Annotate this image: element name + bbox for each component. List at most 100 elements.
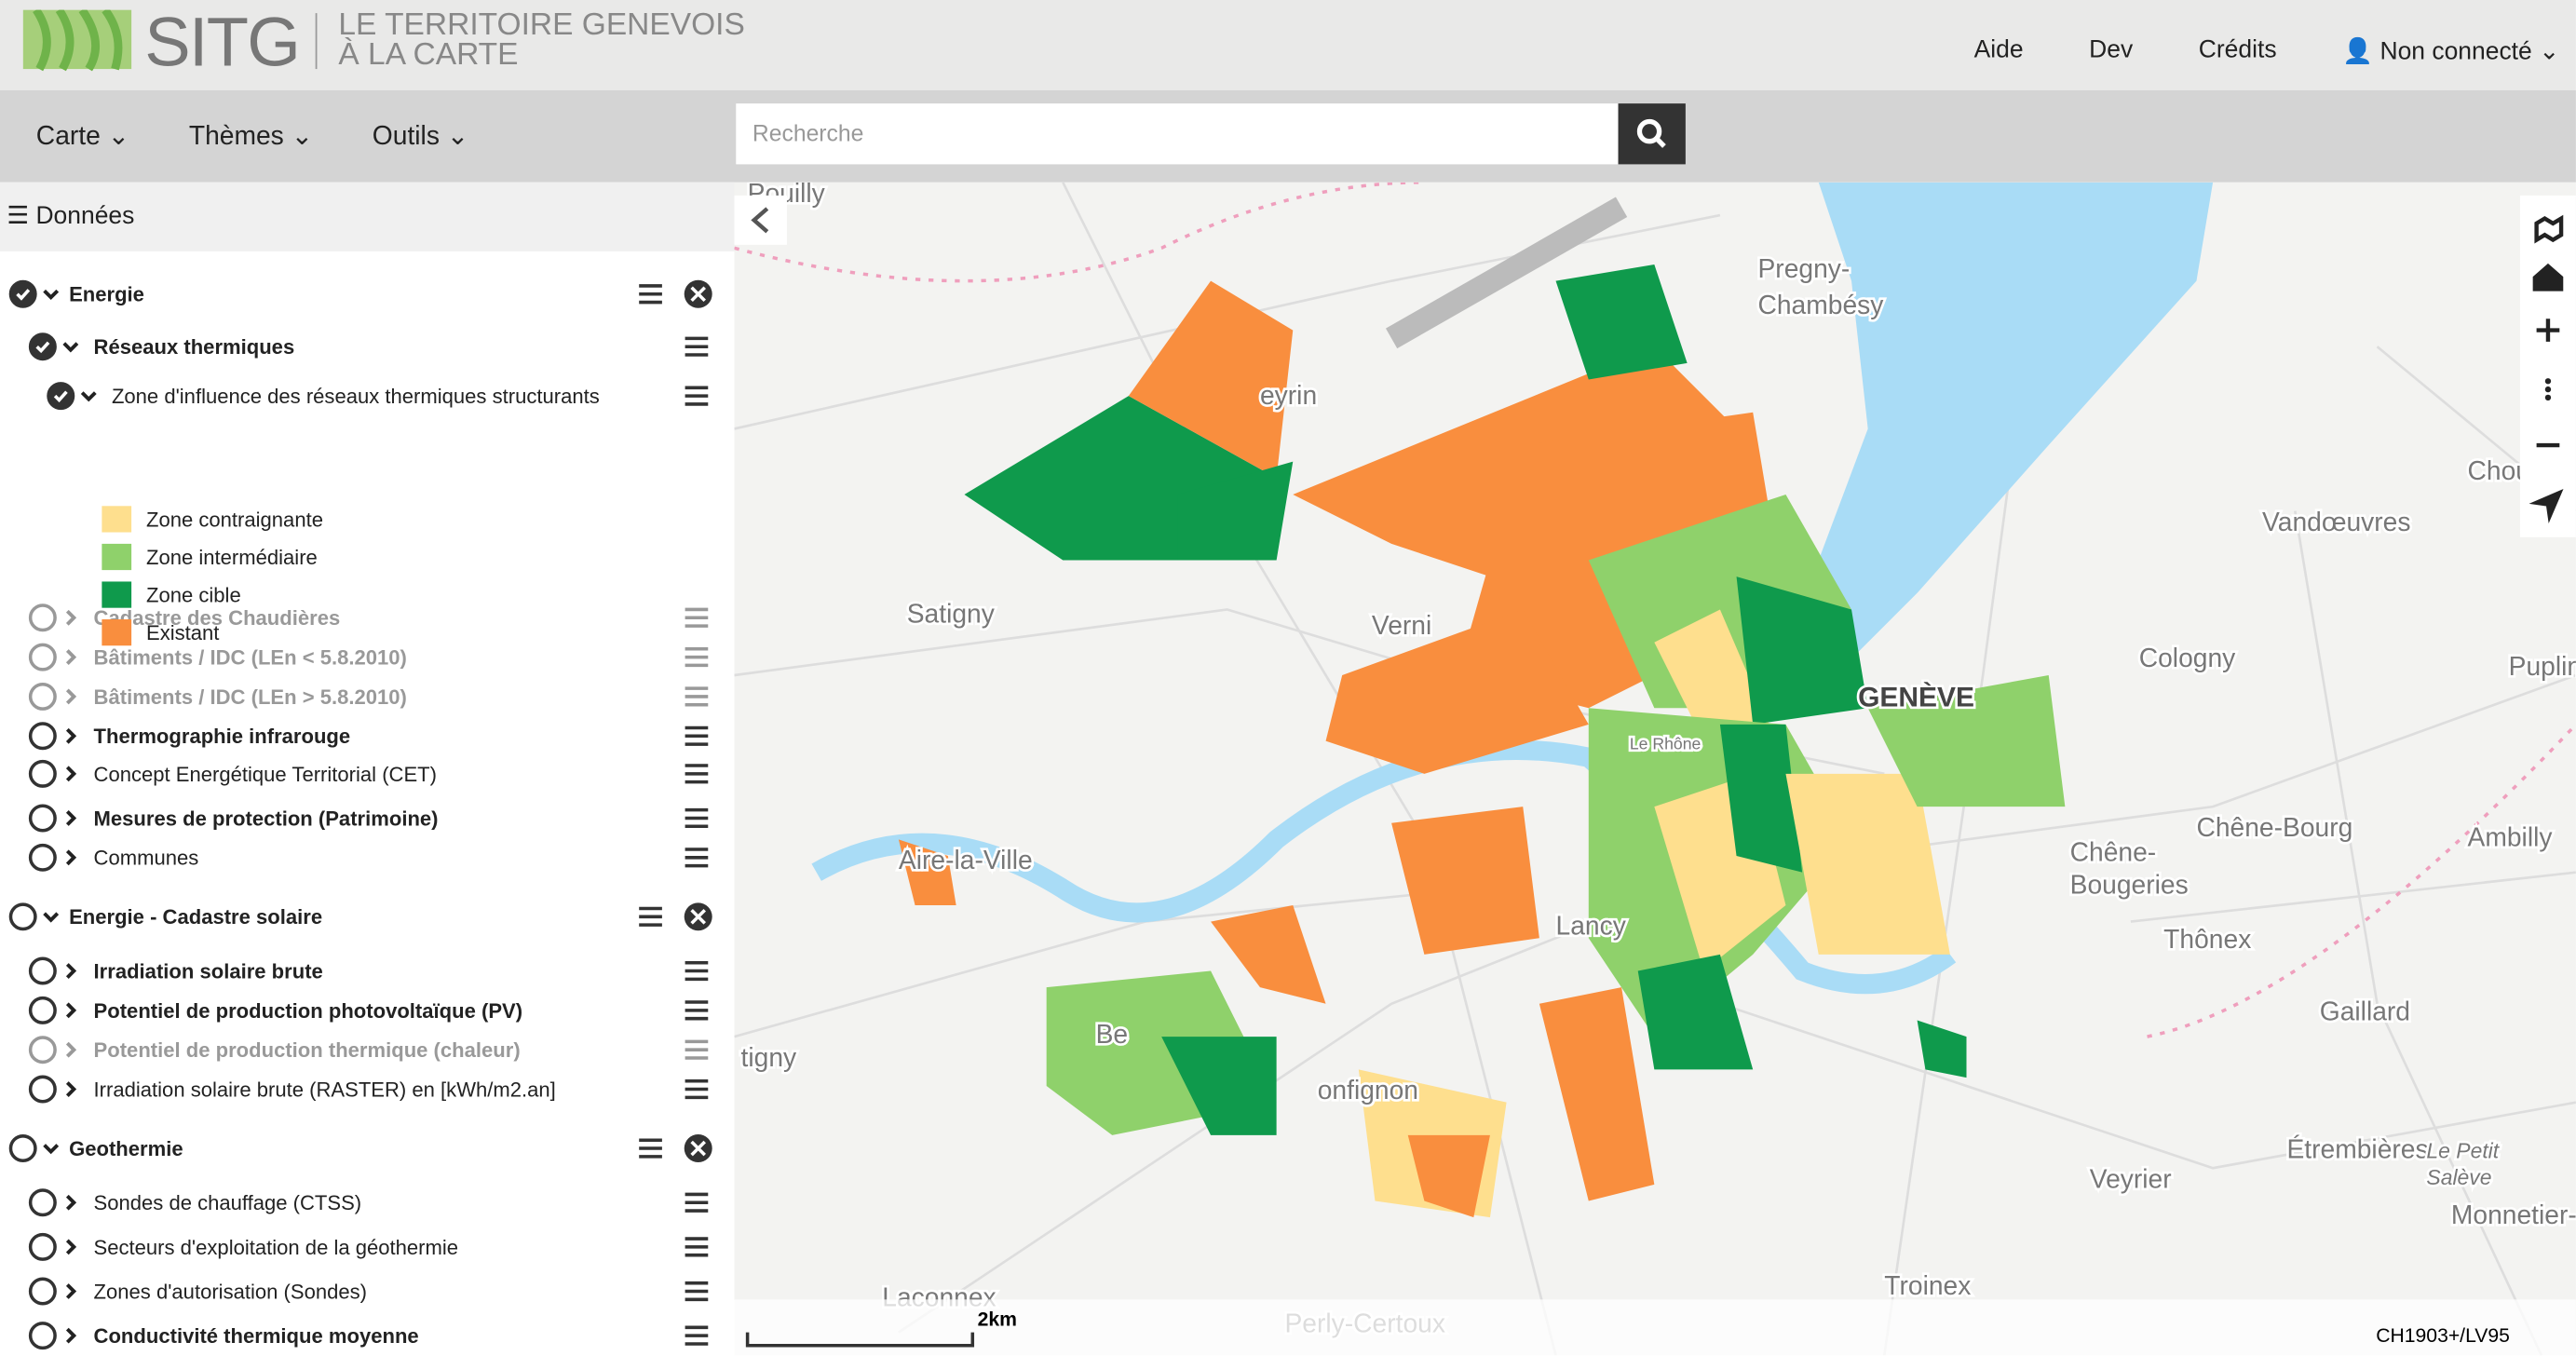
expand-icon[interactable] [65, 688, 77, 705]
visibility-toggle[interactable] [28, 1277, 57, 1306]
control-icon [2544, 394, 2552, 401]
menus: Carte ⌄ Thèmes ⌄ Outils ⌄ [36, 120, 469, 153]
nav-link[interactable]: Crédits [2198, 35, 2277, 64]
panel-title: Données [35, 201, 135, 230]
control-icon [2529, 489, 2564, 523]
menu[interactable]: Thèmes ⌄ [188, 123, 314, 152]
visibility-toggle[interactable] [28, 1232, 57, 1261]
map[interactable]: Pregny- Chambésy eyrin Satigny Verni GENÈVE Le… [734, 182, 2576, 1356]
menu-label: Outils [372, 123, 440, 152]
visibility-toggle[interactable] [28, 759, 57, 788]
visibility-toggle[interactable] [28, 1322, 57, 1350]
place-label: Thônex [2163, 924, 2251, 954]
place-label: onfignon [1318, 1075, 1418, 1105]
expand-icon[interactable] [65, 1081, 77, 1097]
search-input[interactable]: Recherche [736, 103, 1619, 165]
nav-link[interactable]: Dev [2089, 35, 2134, 64]
map-control[interactable] [2525, 209, 2570, 254]
expand-icon[interactable] [65, 849, 77, 866]
place-label: Satigny [907, 599, 996, 629]
menu-label: Thèmes [188, 123, 284, 152]
menu[interactable]: Outils ⌄ [372, 123, 469, 152]
place-labels: Pregny- Chambésy eyrin Satigny Verni GENÈVE Le… [739, 183, 2576, 1340]
visibility-toggle[interactable] [28, 643, 57, 671]
search-icon [1636, 118, 1666, 148]
layer-name: Zones d'autorisation (Sondes) [94, 1280, 367, 1303]
layer-name: Mesures de protection (Patrimoine) [94, 807, 439, 830]
visibility-toggle[interactable] [28, 722, 57, 751]
visibility-toggle[interactable] [28, 956, 57, 985]
search-button[interactable] [1618, 103, 1686, 165]
legend-label: Zone cible [146, 584, 241, 607]
expand-icon[interactable] [43, 1144, 60, 1155]
collapse-button[interactable] [734, 195, 787, 245]
visibility-toggle[interactable] [28, 1188, 57, 1217]
layer-name: Thermographie infrarouge [94, 725, 351, 748]
place-label: Be [1096, 1019, 1129, 1049]
visibility-toggle[interactable] [8, 902, 37, 931]
expand-icon[interactable] [62, 342, 79, 353]
menu[interactable]: Carte ⌄ [35, 123, 130, 152]
place-label: GENÈVE [1858, 682, 1974, 713]
place-label: Monnetier-Mornex [2451, 1200, 2576, 1229]
place-label: Aire-la-Ville [899, 845, 1033, 875]
place-label: Vandœuvres [2262, 507, 2410, 536]
scale-label: 2km [978, 1309, 1017, 1331]
place-label: Le Petit [2426, 1139, 2500, 1163]
divider [315, 13, 318, 70]
expand-icon[interactable] [65, 727, 77, 744]
visibility-toggle[interactable] [28, 603, 57, 632]
visibility-toggle[interactable] [28, 996, 57, 1024]
expand-icon[interactable] [65, 1283, 77, 1299]
layer-name: Irradiation solaire brute [94, 959, 323, 983]
expand-icon[interactable] [65, 766, 77, 782]
place-label: Lancy [1556, 911, 1627, 941]
lake [1753, 182, 2214, 709]
place-label: Chêne-Bourg [2196, 812, 2352, 842]
layer-name: Communes [94, 847, 199, 870]
expand-icon[interactable] [80, 391, 97, 402]
place-label: tigny [741, 1042, 797, 1072]
map-controls [2519, 195, 2576, 537]
place-label: Bougeries [2070, 870, 2189, 900]
expand-icon[interactable] [65, 1327, 77, 1344]
layer-name: Potentiel de production thermique (chale… [94, 1038, 521, 1062]
place-label: Pregny- [1757, 253, 1850, 283]
expand-icon[interactable] [65, 609, 77, 626]
expand-icon[interactable] [65, 963, 77, 979]
visibility-toggle[interactable] [28, 1036, 57, 1064]
visibility-toggle[interactable] [28, 843, 57, 872]
visibility-toggle[interactable] [28, 1075, 57, 1104]
expand-icon[interactable] [65, 1002, 77, 1019]
border [734, 182, 2576, 1038]
logo-icon [22, 9, 132, 72]
place-label: Verni [1372, 610, 1431, 640]
layer-name: Geothermie [69, 1137, 183, 1160]
expand-icon[interactable] [43, 912, 60, 923]
tagline-line: À LA CARTE [338, 37, 519, 73]
toolbar: Carte ⌄ Thèmes ⌄ Outils ⌄ Recherche [0, 90, 2576, 183]
expand-icon[interactable] [65, 1194, 77, 1211]
user-link[interactable]: 👤 Non connecté ⌄ [2342, 37, 2560, 66]
layer-name: Energie [69, 283, 144, 306]
layer-name: Bâtiments / IDC (LEn < 5.8.2010) [94, 646, 407, 670]
layer-name: Secteurs d'exploitation de la géothermie [94, 1236, 459, 1259]
visibility-toggle[interactable] [8, 1134, 37, 1163]
expand-icon[interactable] [65, 1239, 77, 1255]
nav-link[interactable]: Aide [1973, 35, 2024, 64]
legend-swatch [102, 506, 132, 533]
remove-icon [690, 1140, 707, 1157]
expand-icon[interactable] [43, 289, 60, 301]
place-label: Le Rhône [1630, 734, 1702, 753]
place-label: Chambésy [1757, 290, 1884, 319]
projection[interactable]: CH1903+/LV95 [2376, 1325, 2510, 1347]
layer-name: Zone d'influence des réseaux thermiques … [112, 385, 600, 408]
layer-name: Concept Energétique Territorial (CET) [94, 763, 437, 786]
expand-icon[interactable] [65, 810, 77, 826]
visibility-toggle[interactable] [28, 682, 57, 711]
expand-icon[interactable] [65, 1041, 77, 1058]
expand-icon[interactable] [65, 649, 77, 666]
visibility-toggle[interactable] [28, 804, 57, 833]
zones [898, 264, 2066, 1218]
